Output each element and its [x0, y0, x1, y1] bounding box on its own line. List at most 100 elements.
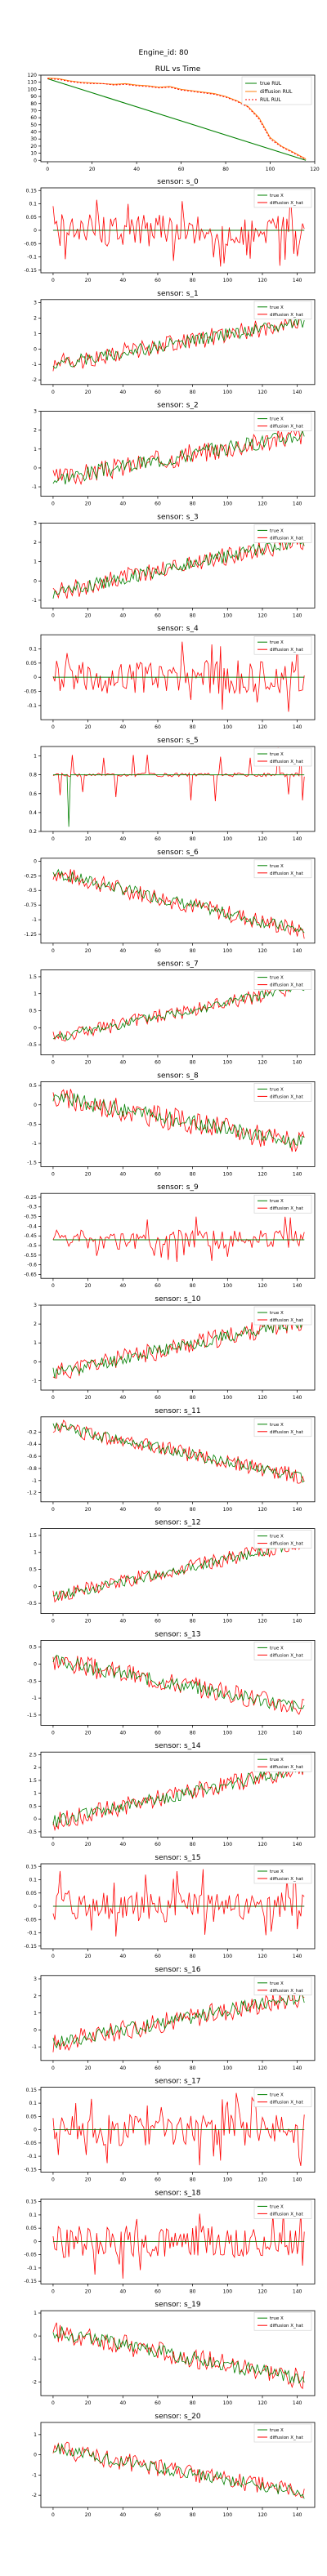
y-tick-label: 0.8 — [29, 773, 37, 778]
x-tick-label: 120 — [258, 501, 267, 507]
true-series-line — [52, 1990, 305, 2049]
x-tick-label: 20 — [85, 501, 92, 507]
x-tick-label: 120 — [258, 613, 267, 618]
x-tick-label: 120 — [258, 1507, 267, 1513]
x-tick-label: 100 — [223, 948, 233, 954]
y-tick-label: 2 — [34, 540, 37, 546]
legend-box — [253, 635, 312, 655]
y-tick-label: 0 — [34, 1103, 37, 1108]
y-tick-label: 3 — [34, 301, 37, 306]
subplot-7: sensor: s_6 0 20 40 60 80 100 120 140 -1.25 -1 -0.7… — [24, 849, 316, 954]
x-tick-label: 40 — [119, 1954, 126, 1959]
legend-box — [253, 2200, 312, 2219]
pred-line — [52, 313, 305, 372]
legend-box — [241, 76, 312, 105]
legend-box — [253, 1194, 312, 1214]
legend-entry: true RUL — [260, 81, 282, 87]
legend-box — [253, 2088, 312, 2107]
x-tick-label: 40 — [133, 167, 140, 172]
x-tick-label: 20 — [85, 613, 92, 618]
x-tick-label: 0 — [52, 1619, 55, 1624]
x-tick-label: 0 — [52, 613, 55, 618]
y-tick-label: 0 — [34, 858, 37, 864]
y-tick-label: -0.1 — [27, 255, 37, 261]
legend-entry: diffusion X_hat — [270, 2212, 304, 2217]
legend-entry: true X — [270, 1646, 284, 1651]
subplot-title: sensor: s_15 — [155, 1854, 200, 1862]
axes-frame — [40, 523, 316, 608]
subplot-title: sensor: s_6 — [157, 849, 199, 857]
x-tick-label: 0 — [52, 1954, 55, 1959]
y-tick-label: 0.5 — [29, 1083, 37, 1089]
x-tick-label: 80 — [190, 724, 196, 730]
x-tick-label: 140 — [293, 1619, 302, 1624]
y-tick-label: -1 — [32, 484, 37, 490]
y-tick-label: 2 — [34, 315, 37, 321]
x-tick-label: 80 — [190, 1842, 196, 1847]
y-tick-label: 2 — [34, 1321, 37, 1327]
x-tick-label: 100 — [223, 501, 233, 507]
y-tick-label: 1.5 — [29, 1778, 37, 1784]
legend-entry: diffusion X_hat — [270, 1094, 304, 1099]
y-tick-label: 0 — [34, 1584, 37, 1589]
y-tick-label: -0.8 — [27, 1466, 37, 1472]
x-tick-label: 120 — [258, 278, 267, 283]
x-tick-label: 140 — [293, 1395, 302, 1401]
x-tick-label: 20 — [85, 1283, 92, 1289]
x-tick-label: 40 — [119, 1171, 126, 1177]
y-tick-label: 0 — [34, 228, 37, 234]
y-tick-label: -0.25 — [24, 873, 37, 879]
y-tick-label: -0.25 — [24, 1195, 37, 1201]
x-tick-label: 140 — [293, 2177, 302, 2183]
legend-box — [253, 189, 312, 208]
x-tick-label: 100 — [223, 2177, 233, 2183]
x-tick-label: 20 — [85, 2512, 92, 2518]
x-tick-label: 40 — [119, 501, 126, 507]
subplot-2: sensor: s_1 0 20 40 60 80 100 120 140 -2 -1 0 1 2 3 tru… — [32, 290, 316, 395]
x-tick-label: 40 — [119, 1619, 126, 1624]
x-tick-label: 40 — [119, 278, 126, 283]
y-tick-label: 0 — [34, 2453, 37, 2458]
subplot-10: sensor: s_9 0 20 40 60 80 100 120 140 -0.65 -0.6 -0… — [24, 1183, 316, 1289]
subplot-1: sensor: s_0 0 20 40 60 80 100 120 140 -0.15 -0.1 -0… — [24, 178, 316, 283]
legend-entry: diffusion X_hat — [270, 983, 304, 988]
pred-line — [52, 641, 305, 712]
x-tick-label: 140 — [293, 1283, 302, 1289]
y-tick-label: 0.15 — [26, 2199, 38, 2205]
x-tick-label: 80 — [190, 1619, 196, 1624]
y-tick-label: 0 — [34, 1025, 37, 1031]
x-tick-label: 60 — [155, 501, 161, 507]
x-tick-label: 100 — [223, 2289, 233, 2294]
subplot-19: sensor: s_18 0 20 40 60 80 100 120 140 -0.15 -0.1 -… — [24, 2189, 316, 2294]
legend-entry: diffusion X_hat — [270, 760, 304, 764]
y-tick-label: 0 — [34, 466, 37, 471]
x-tick-label: 120 — [258, 836, 267, 842]
x-tick-label: 0 — [46, 167, 49, 172]
y-tick-label: -1 — [32, 598, 37, 604]
y-tick-label: 3 — [34, 520, 37, 526]
true-series-line — [52, 1422, 305, 1483]
y-tick-label: 80 — [30, 101, 37, 107]
pred-line — [52, 2441, 305, 2498]
pred-line — [52, 2210, 305, 2279]
subplot-title: sensor: s_7 — [157, 960, 198, 969]
x-tick-label: 40 — [119, 724, 126, 730]
y-tick-label: 0.1 — [29, 647, 37, 653]
legend-entry: true X — [270, 2093, 284, 2098]
x-tick-label: 40 — [119, 2289, 126, 2294]
legend-entry: diffusion X_hat — [270, 536, 304, 541]
y-tick-label: -0.4 — [27, 1442, 37, 1447]
x-tick-label: 40 — [119, 1283, 126, 1289]
x-tick-label: 60 — [155, 1060, 161, 1066]
x-tick-label: 60 — [155, 2400, 161, 2406]
pred-line — [52, 426, 305, 486]
x-tick-label: 100 — [223, 1842, 233, 1847]
y-tick-label: 30 — [30, 136, 37, 142]
x-tick-label: 100 — [223, 1395, 233, 1401]
x-tick-label: 60 — [155, 2512, 161, 2518]
x-tick-label: 120 — [258, 390, 267, 395]
legend-entry: diffusion X_hat — [270, 1989, 304, 1994]
subplot-13: sensor: s_12 0 20 40 60 80 100 120 140 -0.5 0 0.5 1 1… — [27, 1519, 316, 1624]
axes-frame — [40, 1304, 316, 1391]
